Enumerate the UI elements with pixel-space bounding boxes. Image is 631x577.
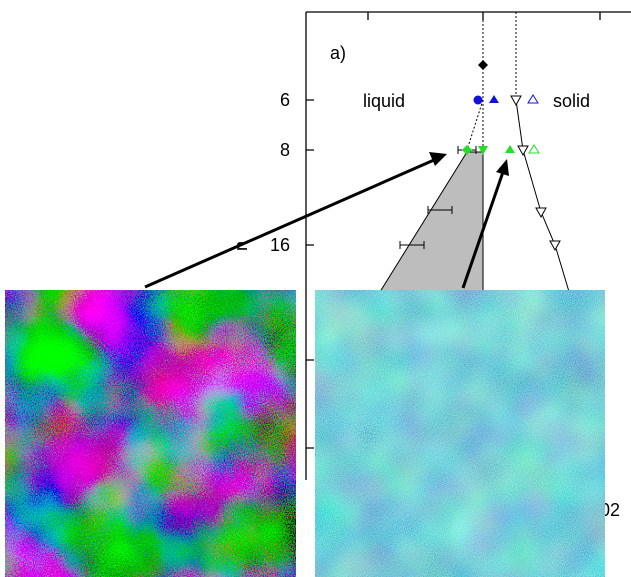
boundary-line (515, 99, 571, 296)
region-label: liquid (363, 91, 405, 111)
snapshot-liquid (5, 290, 296, 577)
axes (305, 11, 631, 480)
guide-lines (466, 12, 517, 151)
snapshot-solid (315, 290, 605, 577)
x-tick-label: 02 (600, 500, 620, 520)
markers (399, 60, 561, 252)
panel-label: a) (330, 43, 346, 63)
y-tick-label: 8 (280, 140, 290, 160)
y-tick-label: 6 (280, 90, 290, 110)
region-label: solid (553, 91, 590, 111)
y-tick-label: 16 (270, 235, 290, 255)
arrows (144, 152, 509, 289)
